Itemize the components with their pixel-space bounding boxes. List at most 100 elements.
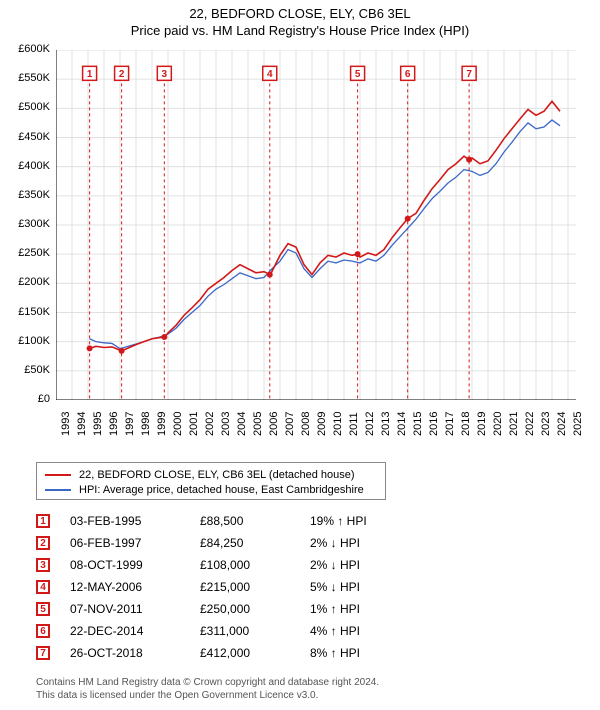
legend: 22, BEDFORD CLOSE, ELY, CB6 3EL (detache… xyxy=(36,462,386,500)
sale-pct: 4% ↑ HPI xyxy=(310,624,400,638)
sale-price: £88,500 xyxy=(200,514,310,528)
x-tick-label: 2025 xyxy=(572,412,584,436)
x-tick-label: 2002 xyxy=(204,412,216,436)
x-tick-label: 2006 xyxy=(268,412,280,436)
svg-text:1: 1 xyxy=(87,69,93,80)
x-tick-label: 2023 xyxy=(540,412,552,436)
sale-price: £311,000 xyxy=(200,624,310,638)
sale-pct: 19% ↑ HPI xyxy=(310,514,400,528)
footer-line1: Contains HM Land Registry data © Crown c… xyxy=(36,676,379,689)
sale-pct: 2% ↓ HPI xyxy=(310,558,400,572)
x-tick-label: 1995 xyxy=(92,412,104,436)
x-tick-label: 2010 xyxy=(332,412,344,436)
title-address: 22, BEDFORD CLOSE, ELY, CB6 3EL xyxy=(0,6,600,21)
sale-price: £412,000 xyxy=(200,646,310,660)
sale-row: 2 06-FEB-1997£84,2502% ↓ HPI xyxy=(36,532,400,554)
chart-container: 22, BEDFORD CLOSE, ELY, CB6 3EL Price pa… xyxy=(0,0,600,710)
sale-price: £215,000 xyxy=(200,580,310,594)
x-tick-label: 2021 xyxy=(508,412,520,436)
svg-text:3: 3 xyxy=(162,69,168,80)
y-tick-label: £450K xyxy=(0,131,50,143)
x-tick-label: 2007 xyxy=(284,412,296,436)
x-tick-label: 2014 xyxy=(396,412,408,436)
plot-svg: 1234567 xyxy=(56,50,576,400)
sale-row: 1 03-FEB-1995£88,50019% ↑ HPI xyxy=(36,510,400,532)
x-tick-label: 2013 xyxy=(380,412,392,436)
x-tick-label: 2000 xyxy=(172,412,184,436)
y-tick-label: £50K xyxy=(0,364,50,376)
x-tick-label: 2004 xyxy=(236,412,248,436)
y-tick-label: £250K xyxy=(0,247,50,259)
y-tick-label: £150K xyxy=(0,306,50,318)
legend-row: 22, BEDFORD CLOSE, ELY, CB6 3EL (detache… xyxy=(45,467,377,482)
y-tick-label: £500K xyxy=(0,101,50,113)
sale-pct: 1% ↑ HPI xyxy=(310,602,400,616)
svg-text:5: 5 xyxy=(355,69,361,80)
y-tick-label: £200K xyxy=(0,276,50,288)
x-tick-label: 1993 xyxy=(60,412,72,436)
titles: 22, BEDFORD CLOSE, ELY, CB6 3EL Price pa… xyxy=(0,0,600,38)
legend-label: HPI: Average price, detached house, East… xyxy=(79,484,364,496)
sale-date: 26-OCT-2018 xyxy=(70,646,200,660)
legend-swatch xyxy=(45,489,71,491)
sale-marker: 4 xyxy=(36,580,50,594)
x-tick-label: 2017 xyxy=(444,412,456,436)
sale-marker: 7 xyxy=(36,646,50,660)
sale-date: 08-OCT-1999 xyxy=(70,558,200,572)
x-tick-label: 2016 xyxy=(428,412,440,436)
x-axis-labels: 1993199419951996199719981999200020012002… xyxy=(56,404,576,454)
svg-text:2: 2 xyxy=(119,69,125,80)
sale-marker: 1 xyxy=(36,514,50,528)
x-tick-label: 2024 xyxy=(556,412,568,436)
sale-marker: 3 xyxy=(36,558,50,572)
x-tick-label: 2012 xyxy=(364,412,376,436)
legend-swatch xyxy=(45,474,71,476)
svg-text:6: 6 xyxy=(405,69,411,80)
x-tick-label: 2018 xyxy=(460,412,472,436)
sale-date: 22-DEC-2014 xyxy=(70,624,200,638)
legend-row: HPI: Average price, detached house, East… xyxy=(45,482,377,497)
sale-date: 12-MAY-2006 xyxy=(70,580,200,594)
y-tick-label: £400K xyxy=(0,160,50,172)
y-axis-labels: £0£50K£100K£150K£200K£250K£300K£350K£400… xyxy=(0,50,54,400)
sale-row: 6 22-DEC-2014£311,0004% ↑ HPI xyxy=(36,620,400,642)
sale-date: 06-FEB-1997 xyxy=(70,536,200,550)
x-tick-label: 2020 xyxy=(492,412,504,436)
sale-row: 4 12-MAY-2006£215,0005% ↓ HPI xyxy=(36,576,400,598)
sale-pct: 8% ↑ HPI xyxy=(310,646,400,660)
x-tick-label: 2011 xyxy=(348,412,360,436)
x-tick-label: 2009 xyxy=(316,412,328,436)
y-tick-label: £550K xyxy=(0,72,50,84)
svg-text:7: 7 xyxy=(466,69,472,80)
x-tick-label: 2003 xyxy=(220,412,232,436)
sale-row: 7 26-OCT-2018£412,0008% ↑ HPI xyxy=(36,642,400,664)
footer-line2: This data is licensed under the Open Gov… xyxy=(36,689,379,702)
x-tick-label: 2015 xyxy=(412,412,424,436)
sale-row: 3 08-OCT-1999£108,0002% ↓ HPI xyxy=(36,554,400,576)
sale-date: 03-FEB-1995 xyxy=(70,514,200,528)
sales-table: 1 03-FEB-1995£88,50019% ↑ HPI 2 06-FEB-1997… xyxy=(36,510,400,664)
x-tick-label: 1998 xyxy=(140,412,152,436)
sale-pct: 2% ↓ HPI xyxy=(310,536,400,550)
sale-marker: 6 xyxy=(36,624,50,638)
x-tick-label: 2019 xyxy=(476,412,488,436)
y-tick-label: £600K xyxy=(0,43,50,55)
y-tick-label: £350K xyxy=(0,189,50,201)
x-tick-label: 2022 xyxy=(524,412,536,436)
sale-marker: 2 xyxy=(36,536,50,550)
x-tick-label: 2008 xyxy=(300,412,312,436)
x-tick-label: 1996 xyxy=(108,412,120,436)
sale-row: 507-NOV-2011£250,0001% ↑ HPI xyxy=(36,598,400,620)
legend-label: 22, BEDFORD CLOSE, ELY, CB6 3EL (detache… xyxy=(79,469,355,481)
y-tick-label: £0 xyxy=(0,393,50,405)
sale-price: £84,250 xyxy=(200,536,310,550)
sale-price: £250,000 xyxy=(200,602,310,616)
footer: Contains HM Land Registry data © Crown c… xyxy=(36,676,379,702)
x-tick-label: 1994 xyxy=(76,412,88,436)
y-tick-label: £300K xyxy=(0,218,50,230)
x-tick-label: 2001 xyxy=(188,412,200,436)
chart-area: 1234567 xyxy=(56,50,576,420)
x-tick-label: 2005 xyxy=(252,412,264,436)
sale-pct: 5% ↓ HPI xyxy=(310,580,400,594)
sale-price: £108,000 xyxy=(200,558,310,572)
